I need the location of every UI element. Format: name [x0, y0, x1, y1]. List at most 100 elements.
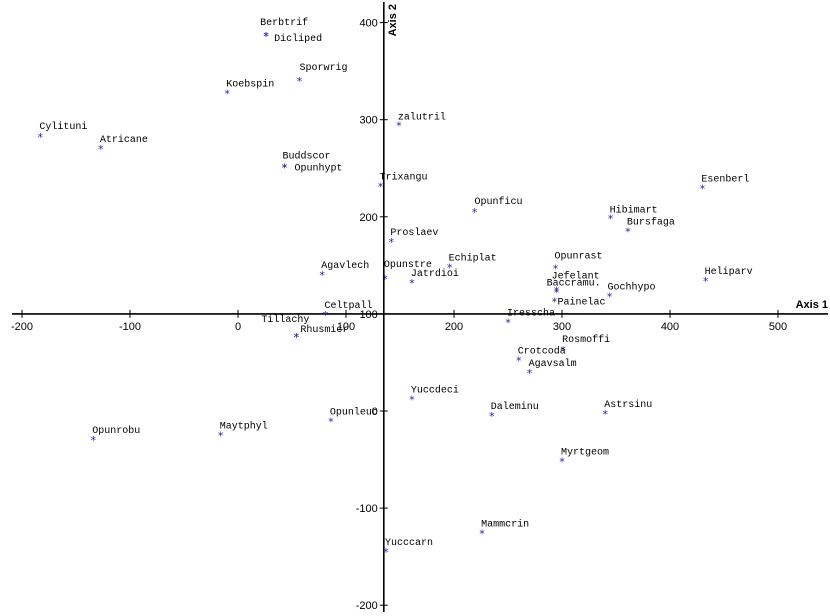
data-point-label: Yucccarn: [385, 538, 433, 549]
data-point-label: Trixangu: [380, 172, 428, 184]
x-tick-label: 300: [553, 321, 571, 333]
data-point-label: Iresscha: [507, 308, 555, 320]
y-tick-label: -200: [356, 600, 378, 612]
data-point-marker: *: [515, 355, 522, 368]
data-point-label: Celtpall: [324, 300, 372, 312]
data-point-marker: *: [322, 309, 329, 322]
data-point-label: Sporwrig: [300, 62, 348, 74]
data-point-label: Cylituni: [39, 121, 87, 133]
data-point-label: Opunleuc: [330, 407, 378, 419]
data-point-marker: *: [263, 30, 270, 43]
y-tick-label: 400: [359, 18, 377, 30]
data-point-marker: *: [602, 408, 609, 421]
data-point-label: Opunficu: [475, 196, 523, 208]
data-point-label: Maytphyl: [220, 420, 268, 432]
data-point-label: Esenberl: [701, 174, 749, 186]
data-point-marker: *: [396, 120, 403, 133]
data-point-marker: *: [382, 273, 389, 286]
x-tick-label: 200: [445, 321, 463, 333]
y-tick-label: 100: [359, 309, 377, 321]
data-point-label: Rosmoffi: [562, 334, 610, 346]
data-point-label: Heliparv: [705, 266, 753, 278]
x-axis-title: Axis 1: [796, 299, 828, 311]
data-point-label: Hibimart: [610, 205, 658, 217]
x-tick-label: 500: [769, 321, 787, 333]
data-point-label: Bursfaga: [627, 216, 675, 228]
data-point-marker: *: [559, 455, 566, 468]
data-point-label: Crotcoda: [518, 346, 566, 358]
data-point-label: Dicliped: [274, 33, 322, 45]
data-point-marker: *: [328, 416, 335, 429]
data-point-marker: *: [37, 131, 44, 144]
data-point-label: zalutril: [398, 112, 446, 124]
data-point-marker: *: [293, 331, 300, 344]
data-point-label: Atricane: [100, 134, 148, 146]
data-point-marker: *: [479, 527, 486, 540]
data-point-marker: *: [377, 181, 384, 194]
data-point-marker: *: [217, 429, 224, 442]
x-tick-label: 0: [235, 321, 241, 333]
data-point-label: Daleminu: [491, 401, 539, 413]
y-axis-title: Axis 2: [387, 4, 399, 36]
data-point-marker: *: [319, 269, 326, 282]
data-point-label: Rhusmicr: [300, 324, 348, 336]
y-tick-label: 300: [359, 115, 377, 127]
data-point-label: Myrtgeom: [561, 447, 609, 458]
data-point-marker: *: [446, 261, 453, 274]
x-tick-label: -100: [119, 321, 141, 333]
data-point-marker: *: [409, 393, 416, 406]
data-point-marker: *: [90, 434, 97, 447]
x-tick-label: -200: [11, 321, 33, 333]
data-point-label: Tillachy: [261, 314, 309, 326]
data-point-label: Painelac: [557, 296, 605, 308]
data-point-marker: *: [553, 287, 560, 300]
axes-group: -200 -100 0 100 200 300 400 500 -200 -100 0 100 200 3…: [11, 2, 828, 612]
data-point-marker: *: [296, 75, 303, 88]
data-point-marker: *: [409, 277, 416, 290]
data-point-marker: *: [553, 285, 560, 298]
point-labels-group: Berbtrif Dicliped Sporwrig Koebspin Cylituni…: [39, 17, 752, 549]
data-point-marker: *: [526, 367, 533, 380]
data-point-marker: *: [98, 143, 105, 156]
data-point-marker: *: [551, 295, 558, 308]
y-tick-label: 200: [359, 212, 377, 224]
data-point-marker: *: [263, 30, 270, 43]
data-point-marker: *: [488, 410, 495, 423]
points-group: ***************** * ***** *********** * *****…: [37, 30, 709, 559]
data-point-marker: *: [224, 87, 231, 100]
data-point-label: Agavlech: [321, 260, 369, 272]
data-point-label: Opunrast: [555, 251, 603, 262]
data-point-marker: *: [388, 236, 395, 249]
data-point-label: Proslaev: [390, 227, 438, 239]
data-point-marker: *: [625, 225, 632, 238]
x-tick-label: 400: [661, 321, 679, 333]
data-point-marker: *: [702, 275, 709, 288]
data-point-label: Astrsinu: [604, 399, 652, 411]
data-point-marker: *: [383, 546, 390, 559]
data-point-label: Opunstre: [384, 260, 432, 271]
data-point-marker: *: [281, 161, 288, 174]
data-point-label: Koebspin: [226, 78, 274, 90]
data-point-marker: *: [699, 183, 706, 196]
data-point-label: Jefelant: [552, 271, 600, 283]
data-point-label: Buddscor: [282, 150, 330, 162]
data-point-marker: *: [606, 290, 613, 303]
data-point-marker: *: [552, 262, 559, 275]
data-point-marker: *: [471, 206, 478, 219]
y-tick-label: -100: [356, 503, 378, 515]
x-tick-label: 100: [337, 321, 355, 333]
data-point-label: Agavsalm: [529, 358, 577, 370]
data-point-marker: *: [560, 344, 567, 357]
data-point-marker: *: [281, 161, 288, 174]
data-point-label: Opunrobu: [92, 425, 140, 437]
data-point-label: Opunhypt: [294, 162, 342, 174]
data-point-label: Gochhypo: [608, 281, 656, 293]
data-point-label: Mammcrin: [481, 518, 529, 530]
data-point-label: Berbtrif: [260, 17, 308, 29]
data-point-label: Yuccdeci: [411, 384, 459, 396]
data-point-marker: *: [607, 213, 614, 226]
data-point-label: Echiplat: [449, 252, 497, 264]
y-tick-label: 0: [372, 406, 378, 418]
data-point-label: Jatrdioi: [411, 268, 459, 280]
